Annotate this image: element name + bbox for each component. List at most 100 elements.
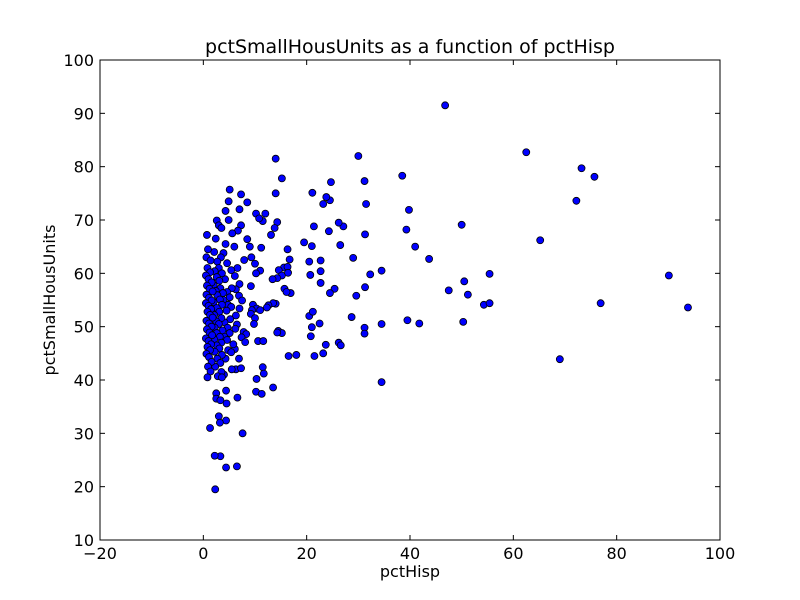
- data-point: [460, 277, 469, 286]
- data-point: [237, 190, 245, 199]
- data-point: [259, 337, 268, 345]
- data-point: [211, 485, 220, 494]
- data-point: [243, 198, 252, 207]
- x-tick-label: −20: [83, 544, 117, 563]
- data-point: [377, 320, 386, 328]
- data-point: [206, 424, 214, 432]
- data-point: [522, 148, 531, 157]
- data-point: [204, 245, 212, 254]
- data-point: [306, 332, 315, 341]
- data-point: [411, 242, 420, 251]
- chart-title: pctSmallHousUnits as a function of pctHi…: [205, 36, 615, 58]
- data-point: [211, 234, 220, 243]
- data-point: [403, 316, 412, 325]
- data-point: [240, 256, 249, 264]
- data-point: [316, 279, 325, 287]
- data-point: [316, 267, 325, 276]
- data-point: [590, 172, 599, 181]
- data-point: [308, 307, 317, 316]
- data-point: [347, 313, 356, 321]
- y-tick-label: 80: [74, 158, 94, 177]
- x-tick-label: 0: [198, 544, 208, 563]
- x-tick-label: 60: [503, 544, 523, 563]
- data-point: [336, 341, 345, 350]
- data-point: [284, 268, 292, 277]
- data-point: [377, 266, 386, 275]
- data-point: [235, 304, 244, 313]
- data-point: [235, 354, 243, 363]
- data-point: [306, 271, 315, 279]
- data-point: [206, 256, 215, 265]
- y-tick-label: 20: [74, 478, 94, 497]
- y-tick-label: 30: [74, 424, 94, 443]
- y-tick-label: 40: [74, 371, 94, 390]
- data-point: [415, 319, 424, 328]
- data-point: [326, 289, 334, 297]
- data-point: [324, 227, 333, 236]
- data-point: [485, 299, 494, 308]
- y-tick-label: 60: [74, 264, 94, 283]
- data-point: [485, 269, 494, 278]
- data-point: [327, 178, 335, 187]
- data-point: [218, 373, 226, 382]
- data-point: [216, 359, 225, 367]
- data-point: [241, 338, 250, 347]
- data-point: [245, 242, 254, 251]
- data-point: [305, 257, 314, 266]
- data-point: [377, 378, 386, 387]
- data-point: [336, 241, 345, 249]
- data-point: [256, 306, 265, 315]
- data-point: [247, 253, 256, 262]
- data-point: [238, 429, 247, 438]
- data-point: [227, 365, 236, 374]
- data-point: [214, 412, 223, 421]
- data-point: [233, 393, 242, 402]
- data-point: [319, 200, 328, 208]
- data-points: [202, 101, 692, 494]
- data-point: [273, 328, 282, 337]
- data-point: [334, 218, 343, 227]
- x-axis-label: pctHisp: [380, 562, 440, 581]
- data-point: [231, 324, 240, 333]
- data-point: [285, 255, 294, 264]
- data-point: [224, 216, 233, 224]
- data-point: [258, 363, 267, 372]
- data-point: [309, 222, 318, 231]
- data-point: [237, 364, 245, 373]
- data-point: [246, 282, 255, 291]
- x-tick-label: 40: [400, 544, 420, 563]
- data-point: [230, 272, 239, 280]
- y-tick-label: 90: [74, 104, 94, 123]
- data-point: [257, 243, 266, 252]
- data-point: [463, 290, 472, 299]
- y-tick-label: 70: [74, 211, 94, 230]
- data-point: [231, 311, 240, 320]
- data-point: [284, 352, 293, 360]
- data-point: [349, 253, 358, 262]
- data-point: [227, 348, 236, 357]
- data-point: [228, 229, 237, 238]
- data-point: [259, 369, 268, 378]
- x-tick-label: 100: [705, 544, 736, 563]
- data-point: [255, 214, 264, 223]
- data-point: [215, 418, 224, 427]
- data-point: [213, 257, 222, 266]
- data-point: [315, 319, 324, 328]
- data-point: [270, 224, 279, 232]
- data-point: [227, 266, 236, 275]
- data-point: [218, 269, 226, 278]
- data-point: [398, 171, 407, 180]
- data-point: [316, 256, 325, 265]
- x-tick-label: 80: [606, 544, 626, 563]
- data-point: [243, 235, 252, 244]
- plot-area: [99, 59, 721, 541]
- data-point: [221, 240, 230, 248]
- data-point: [308, 188, 317, 197]
- data-point: [555, 355, 564, 364]
- data-point: [536, 236, 545, 245]
- data-point: [250, 320, 258, 328]
- data-point: [572, 196, 581, 205]
- data-point: [238, 296, 246, 305]
- data-point: [230, 242, 239, 251]
- data-point: [405, 205, 413, 214]
